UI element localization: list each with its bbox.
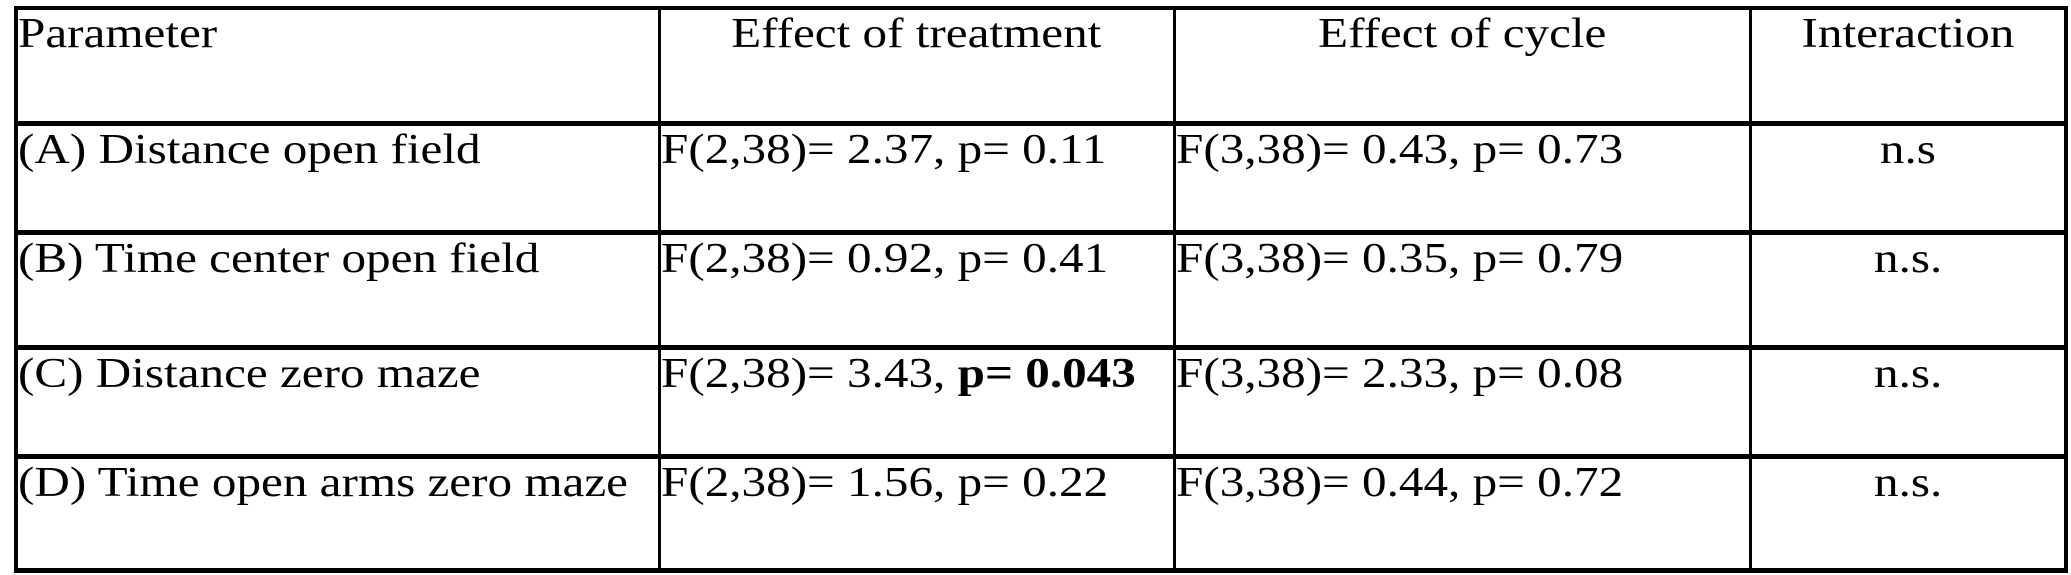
- parameter-text: (D) Time open arms zero maze: [18, 459, 628, 506]
- header-row: Parameter Effect of treatment Effect of …: [14, 6, 2068, 126]
- parameter-text: (B) Time center open field: [18, 235, 540, 282]
- cycle-text: F(3,38)= 0.44, p= 0.72: [1175, 459, 1623, 506]
- col-header-interaction: Interaction: [1748, 6, 2068, 126]
- col-header-effect-of-cycle: Effect of cycle: [1172, 6, 1752, 126]
- table-row: (A) Distance open field F(2,38)= 2.37, p…: [14, 121, 2068, 235]
- effect-of-treatment-cell: F(2,38)= 0.92, p= 0.41: [657, 230, 1176, 350]
- treatment-text: F(2,38)= 0.92, p= 0.41: [660, 235, 1108, 282]
- treatment-text: F(2,38)= 2.37, p= 0.11: [660, 126, 1106, 173]
- interaction-cell: n.s.: [1748, 454, 2068, 573]
- effect-of-treatment-cell: F(2,38)= 3.43, p= 0.043: [657, 345, 1176, 459]
- effect-of-cycle-cell: F(3,38)= 0.35, p= 0.79: [1172, 230, 1752, 350]
- interaction-text: n.s.: [1873, 459, 1942, 506]
- parameter-text: (A) Distance open field: [18, 126, 481, 173]
- interaction-text: n.s.: [1873, 235, 1942, 282]
- parameter-cell: (C) Distance zero maze: [14, 345, 661, 459]
- table-row: (D) Time open arms zero maze F(2,38)= 1.…: [14, 454, 2068, 573]
- interaction-text: n.s.: [1873, 350, 1942, 397]
- parameter-text: (C) Distance zero maze: [18, 350, 481, 397]
- col-header-interaction-label: Interaction: [1801, 11, 2015, 57]
- parameter-cell: (D) Time open arms zero maze: [14, 454, 661, 573]
- col-header-effect-of-cycle-label: Effect of cycle: [1317, 11, 1607, 57]
- table-row: (C) Distance zero maze F(2,38)= 3.43, p=…: [14, 345, 2068, 459]
- col-header-parameter: Parameter: [14, 6, 661, 126]
- interaction-text: n.s: [1879, 126, 1936, 173]
- effect-of-cycle-cell: F(3,38)= 0.43, p= 0.73: [1172, 121, 1752, 235]
- treatment-text: F(2,38)= 1.56, p= 0.22: [660, 459, 1108, 506]
- cycle-text: F(3,38)= 2.33, p= 0.08: [1175, 350, 1623, 397]
- effect-of-treatment-cell: F(2,38)= 2.37, p= 0.11: [657, 121, 1176, 235]
- interaction-cell: n.s.: [1748, 345, 2068, 459]
- interaction-cell: n.s: [1748, 121, 2068, 235]
- cycle-text: F(3,38)= 0.43, p= 0.73: [1175, 126, 1623, 173]
- effect-of-cycle-cell: F(3,38)= 0.44, p= 0.72: [1172, 454, 1752, 573]
- parameter-cell: (A) Distance open field: [14, 121, 661, 235]
- parameter-cell: (B) Time center open field: [14, 230, 661, 350]
- col-header-effect-of-treatment-label: Effect of treatment: [731, 11, 1102, 57]
- col-header-parameter-label: Parameter: [18, 11, 218, 57]
- cycle-text: F(3,38)= 0.35, p= 0.79: [1175, 235, 1623, 282]
- interaction-cell: n.s.: [1748, 230, 2068, 350]
- col-header-effect-of-treatment: Effect of treatment: [657, 6, 1176, 126]
- table-row: (B) Time center open field F(2,38)= 0.92…: [14, 230, 2068, 350]
- effect-of-treatment-cell: F(2,38)= 1.56, p= 0.22: [657, 454, 1176, 573]
- anova-results-table: Parameter Effect of treatment Effect of …: [14, 6, 2068, 573]
- effect-of-cycle-cell: F(3,38)= 2.33, p= 0.08: [1172, 345, 1752, 459]
- treatment-text: F(2,38)= 3.43,: [660, 350, 958, 397]
- treatment-bold-text: p= 0.043: [957, 350, 1136, 397]
